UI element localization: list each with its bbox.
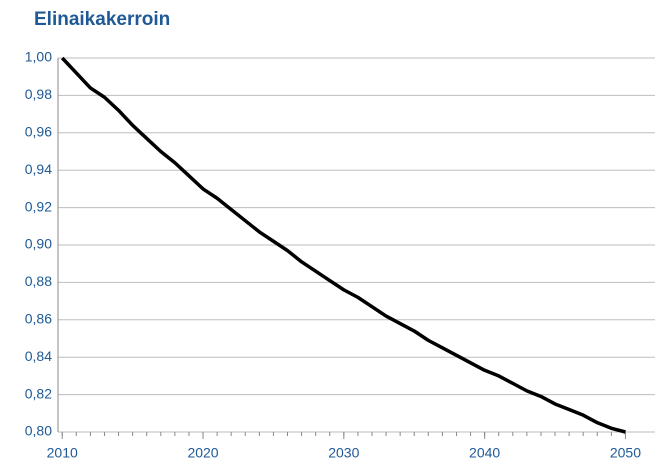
y-tick-label: 0,98: [25, 86, 52, 102]
data-line: [60, 56, 626, 434]
y-tick-label: 0,82: [25, 385, 52, 401]
x-tick-label: 2020: [187, 445, 218, 461]
y-tick-label: 0,90: [25, 236, 52, 252]
y-tick-label: 1,00: [25, 49, 52, 65]
y-tick-label: 0,80: [25, 423, 52, 439]
y-tick-label: 0,92: [25, 198, 52, 214]
chart-title: Elinaikakerroin: [34, 9, 170, 30]
x-tick-label: 2040: [469, 445, 500, 461]
x-tick-label: 2050: [610, 445, 641, 461]
y-tick-label: 0,94: [25, 161, 52, 177]
x-tick-label: 2030: [328, 445, 359, 461]
y-tick-label: 0,88: [25, 273, 52, 289]
y-tick-label: 0,86: [25, 311, 52, 327]
y-tick-label: 0,96: [25, 124, 52, 140]
x-tick-label: 2010: [47, 445, 78, 461]
y-tick-label: 0,84: [25, 348, 52, 364]
